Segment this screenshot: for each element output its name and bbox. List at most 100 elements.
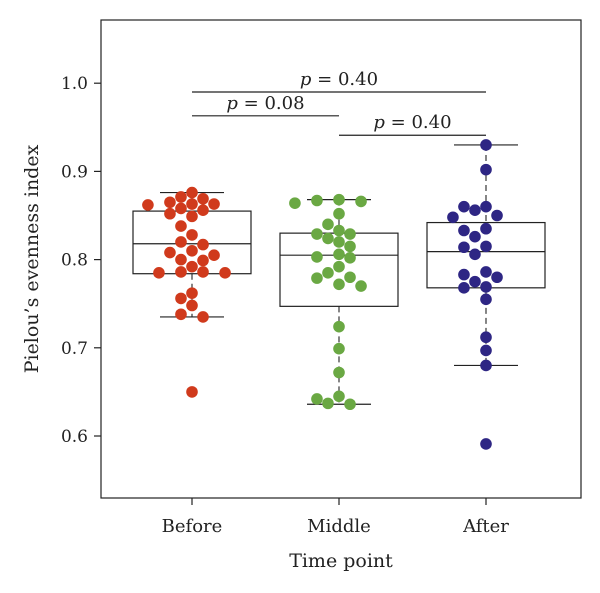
data-point [197,254,209,267]
data-point [197,204,209,217]
data-point [208,249,220,261]
data-point [175,191,187,203]
data-point [469,275,481,288]
data-point [333,278,345,291]
data-point [197,266,209,278]
data-point [458,224,470,237]
data-point [469,248,481,261]
x-tick-label: After [462,516,509,537]
data-point [458,268,470,281]
data-point [458,241,470,254]
y-axis-label: Pielou’s evenness index [21,144,43,373]
data-point [311,251,323,263]
data-point [480,344,492,357]
data-point [219,267,231,279]
data-point [491,271,503,284]
data-point [344,271,356,284]
data-point [164,207,176,220]
data-point [186,386,198,398]
data-point [480,139,492,151]
data-point [333,260,345,273]
data-point [344,240,356,253]
data-point [186,299,198,312]
data-point [344,398,356,411]
data-point [333,236,345,248]
data-point [469,230,481,243]
data-point [186,287,198,299]
data-point [322,232,334,245]
data-point [333,390,345,403]
data-point [311,228,323,240]
data-point [344,252,356,264]
y-axis: 0.6 0.7 0.8 0.9 1.0 [61,74,101,447]
data-point [480,359,492,372]
data-point [480,266,492,278]
data-point [480,163,492,176]
data-point [480,240,492,253]
x-tick-label: Middle [307,516,371,537]
data-point [197,238,209,251]
y-tick-label: 0.7 [61,339,88,359]
x-axis-label: Time point [289,550,393,572]
data-point [197,311,209,323]
data-point [186,198,198,210]
data-point [355,195,367,208]
data-point [175,308,187,321]
data-point [175,266,187,278]
p-value-label: p = 0.40 [373,112,451,133]
data-point [153,267,165,279]
data-point [186,229,198,241]
data-point [311,194,323,207]
data-point [333,224,345,237]
y-tick-label: 0.9 [61,162,88,182]
data-point [480,281,492,293]
y-tick-label: 0.8 [61,251,88,271]
comparison-brackets: p = 0.40 p = 0.08 p = 0.40 [192,69,486,136]
x-tick-label: Before [162,516,223,537]
data-point [333,248,345,261]
data-point [333,207,345,220]
data-point [458,282,470,294]
p-value-label: p = 0.08 [226,93,304,114]
data-point [333,193,345,206]
data-point [480,331,492,344]
data-point [480,438,492,450]
data-point [175,220,187,232]
data-point [186,244,198,257]
data-point [322,267,334,279]
data-point [186,210,198,223]
data-point [322,218,334,231]
data-point [480,222,492,235]
data-point [164,246,176,259]
data-point [333,366,345,379]
data-point [355,280,367,292]
data-point [458,200,470,213]
data-point [175,253,187,266]
data-point [447,211,459,224]
data-point [333,342,345,355]
data-point [322,397,334,410]
data-point [175,236,187,248]
x-axis: Before Middle After [162,498,509,537]
data-point [197,192,209,205]
data-point [175,292,187,305]
data-point [186,260,198,273]
p-value-label: p = 0.40 [300,69,378,90]
data-point [480,293,492,306]
data-point [289,197,301,209]
data-point [480,200,492,213]
data-point [311,393,323,405]
data-point [186,186,198,199]
data-point [344,228,356,240]
data-point [469,204,481,217]
y-tick-label: 1.0 [61,74,88,94]
y-tick-label: 0.6 [61,427,88,447]
data-point [333,320,345,333]
data-point [208,198,220,210]
data-point [491,209,503,222]
points-group [142,139,503,450]
data-point [164,196,176,209]
data-point [175,202,187,215]
data-point [311,272,323,284]
